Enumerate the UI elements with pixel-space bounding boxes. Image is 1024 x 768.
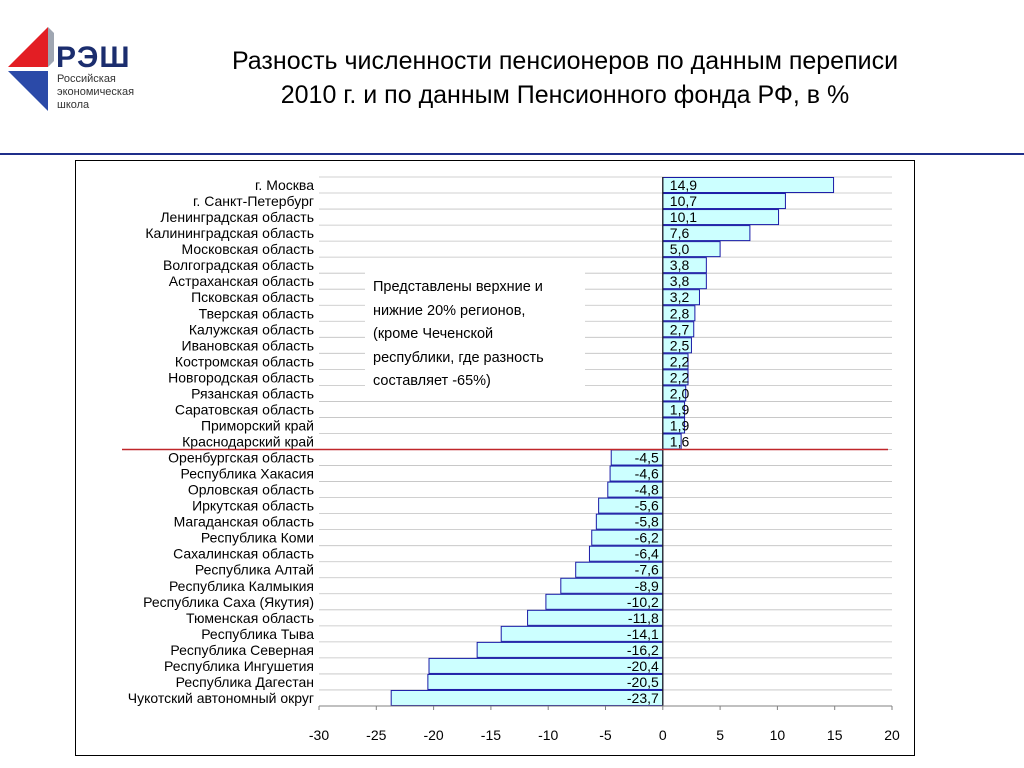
logo-red-triangle [8, 27, 48, 67]
data-label: -5,8 [635, 514, 659, 530]
category-label: Ивановская область [182, 337, 314, 353]
category-label: Московская область [182, 241, 314, 257]
data-label: -8,9 [635, 578, 659, 594]
category-label: Саратовская область [175, 401, 314, 417]
logo-graphic [8, 27, 54, 111]
x-tick-label: -15 [481, 727, 501, 743]
category-label: Орловская область [188, 482, 314, 498]
data-label: 1,9 [670, 417, 690, 433]
data-label: -23,7 [627, 690, 659, 706]
data-label: -14,1 [627, 626, 659, 642]
category-label: Республика Коми [201, 530, 314, 546]
x-tick-label: -30 [309, 727, 329, 743]
data-label: -11,8 [628, 610, 659, 626]
data-label: 2,7 [670, 321, 690, 337]
data-label: 2,8 [670, 305, 690, 321]
data-label: 5,0 [670, 241, 690, 257]
category-label: Сахалинская область [173, 546, 314, 562]
data-label: 2,2 [670, 369, 690, 385]
x-tick-label: 0 [659, 727, 667, 743]
note-line-5: составляет -65%) [373, 373, 491, 389]
chart-note: Представлены верхние и нижние 20% регион… [365, 272, 585, 389]
category-label: Псковская область [191, 289, 314, 305]
category-label: Республика Алтай [195, 562, 314, 578]
category-label: г. Санкт-Петербург [193, 193, 314, 209]
data-label: -4,6 [635, 466, 659, 482]
logo-wordmark: РЭШ [56, 41, 131, 74]
note-line-3: (кроме Чеченской [373, 326, 494, 342]
note-line-4: республики, где разность [373, 349, 544, 366]
category-label: Магаданская область [174, 514, 314, 530]
page-title: Разность численности пенсионеров по данн… [170, 44, 960, 112]
data-label: -16,2 [627, 642, 659, 658]
data-label: 1,9 [670, 401, 690, 417]
category-label: Иркутская область [192, 498, 314, 514]
data-label: 1,6 [670, 433, 690, 449]
category-label: Республика Калмыкия [169, 578, 314, 594]
note-line-1: Представлены верхние и [373, 279, 543, 295]
category-label: Ленинградская область [160, 209, 314, 225]
logo-blue-triangle [8, 71, 48, 111]
data-label: 10,1 [670, 209, 697, 225]
category-label: г. Москва [255, 177, 314, 193]
category-label: Республика Ингушетия [164, 658, 314, 674]
data-label: 3,8 [670, 273, 690, 289]
category-label: Республика Тыва [201, 626, 314, 642]
logo-gray-triangle [48, 27, 54, 67]
page-title-line-1: Разность численности пенсионеров по данн… [231, 47, 899, 75]
category-label: Калининградская область [145, 225, 314, 241]
data-label: 2,2 [670, 353, 690, 369]
x-tick-label: -25 [366, 727, 386, 743]
category-label: Чукотский автономный округ [128, 690, 314, 706]
x-tick-label: 5 [716, 727, 724, 743]
data-label: -20,4 [627, 658, 659, 674]
category-label: Тверская область [199, 305, 314, 321]
data-label: -5,6 [635, 498, 659, 514]
data-label: 10,7 [670, 193, 697, 209]
data-label: 3,2 [670, 289, 690, 305]
category-label: Тюменская область [186, 610, 314, 626]
data-label: 2,0 [670, 385, 690, 401]
category-label: Республика Дагестан [176, 674, 314, 690]
x-tick-label: 20 [884, 727, 900, 743]
data-label: 14,9 [670, 177, 697, 193]
category-label: Волгоградская область [163, 257, 314, 273]
logo-subtitle-line-3: школа [57, 99, 90, 111]
data-label: 3,8 [670, 257, 690, 273]
category-label: Костромская область [175, 353, 314, 369]
data-label: -7,6 [635, 562, 659, 578]
x-tick-label: 10 [770, 727, 786, 743]
category-label: Республика Северная [170, 642, 314, 658]
category-label: Оренбургская область [168, 450, 314, 466]
category-label: Калужская область [189, 321, 314, 337]
logo-subtitle-line-1: Российская [57, 73, 116, 85]
data-label: 2,5 [670, 337, 690, 353]
data-label: 7,6 [670, 225, 690, 241]
category-label: Астраханская область [169, 273, 314, 289]
category-label: Рязанская область [191, 385, 314, 401]
x-tick-label: -5 [599, 727, 612, 743]
data-label: -10,2 [627, 594, 659, 610]
x-tick-label: -20 [423, 727, 443, 743]
category-label: Новгородская область [168, 369, 314, 385]
category-label: Краснодарский край [182, 433, 314, 449]
data-label: -20,5 [627, 674, 659, 690]
logo-subtitle-line-2: экономическая [57, 86, 135, 98]
data-label: -6,4 [635, 546, 659, 562]
page-title-line-2: 2010 г. и по данным Пенсионного фонда РФ… [280, 81, 850, 109]
header-divider [0, 153, 1024, 155]
x-tick-label: 15 [827, 727, 843, 743]
bar [390, 689, 664, 706]
category-label: Приморский край [201, 417, 314, 433]
data-label: -6,2 [635, 530, 659, 546]
category-label: Республика Саха (Якутия) [143, 594, 314, 610]
note-line-2: нижние 20% регионов, [373, 302, 526, 319]
data-label: -4,8 [635, 482, 659, 498]
data-label: -4,5 [635, 450, 659, 466]
x-tick-label: -10 [538, 727, 558, 743]
category-label: Республика Хакасия [181, 466, 314, 482]
